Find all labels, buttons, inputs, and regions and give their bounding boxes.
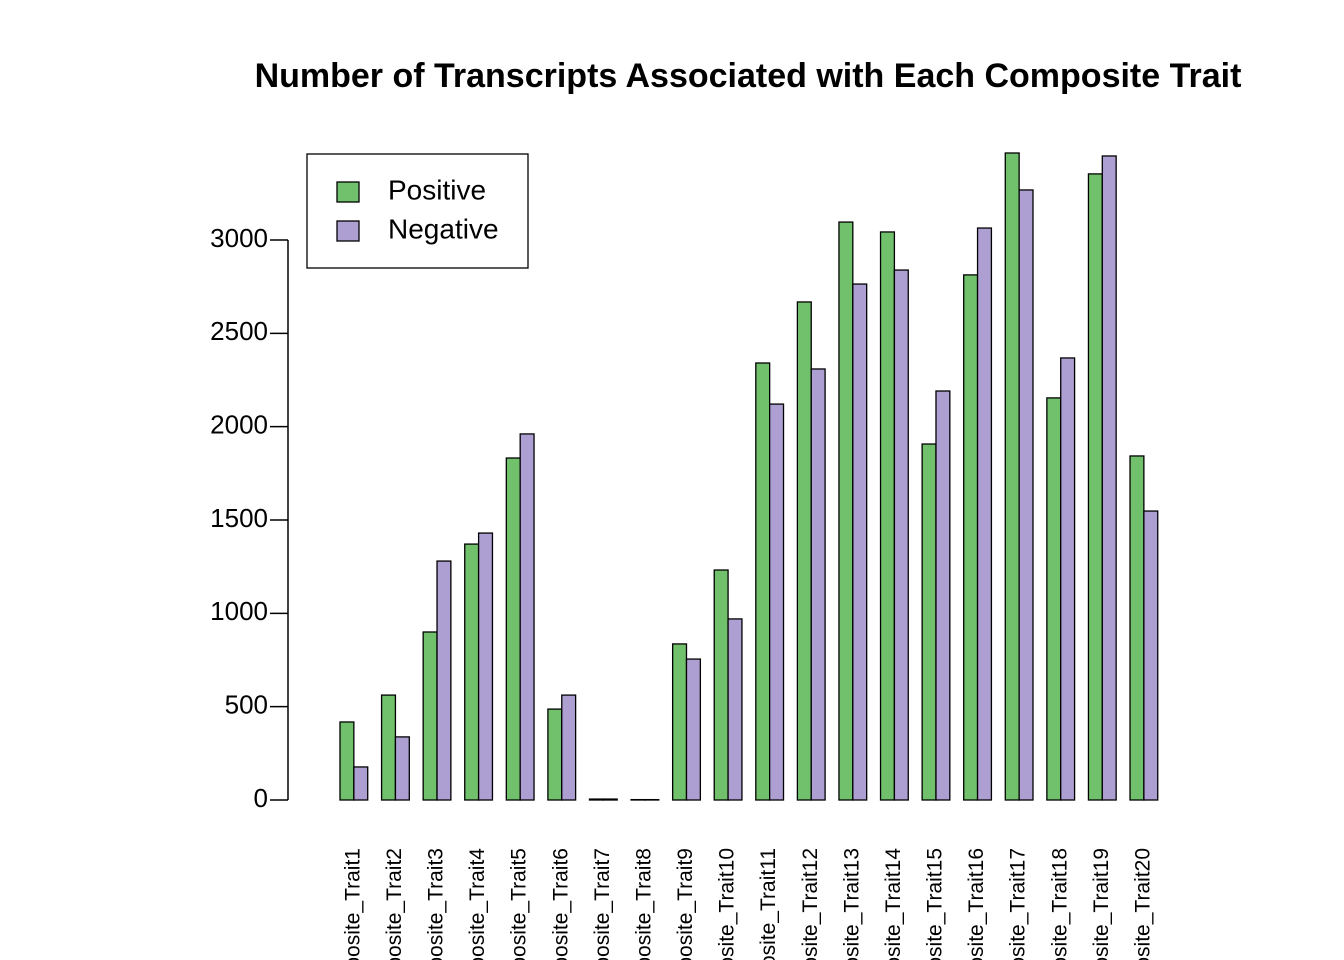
bar (1018, 189, 1034, 801)
bar (1129, 455, 1145, 801)
bar (339, 721, 355, 801)
bar (755, 362, 771, 801)
bar (713, 569, 729, 801)
bar (380, 694, 397, 801)
x-tick-label: Composite_Trait1 (341, 848, 364, 960)
bar (519, 433, 535, 801)
x-tick-label: Composite_Trait14 (882, 848, 905, 960)
x-tick-label: Composite_Trait18 (1048, 848, 1071, 960)
x-tick-label: Composite_Trait16 (965, 848, 988, 960)
x-tick-label: Composite_Trait5 (508, 848, 531, 960)
x-tick-label: Composite_Trait4 (466, 848, 489, 960)
bar (921, 443, 937, 801)
bar (852, 283, 868, 801)
bar (394, 736, 410, 801)
bar (588, 798, 604, 801)
x-tick-label: Composite_Trait2 (383, 848, 406, 960)
legend-label: Negative (388, 213, 499, 244)
chart-title: Number of Transcripts Associated with Ea… (255, 57, 1242, 95)
bar (976, 227, 993, 801)
bar (422, 631, 438, 801)
x-tick-label: Composite_Trait15 (924, 848, 947, 960)
bar (935, 390, 951, 801)
y-tick-label: 500 (225, 690, 268, 720)
legend-swatch (336, 181, 360, 203)
x-tick-label: Composite_Trait10 (716, 848, 739, 960)
bar (547, 708, 563, 801)
y-tick-label: 1000 (210, 596, 268, 626)
bar (1101, 155, 1117, 801)
y-tick-label: 2500 (210, 316, 268, 346)
x-tick-label: Composite_Trait13 (840, 848, 863, 960)
bar (1060, 357, 1076, 801)
bar (1046, 397, 1062, 801)
x-tick-label: Composite_Trait12 (799, 848, 822, 960)
legend-label: Positive (388, 174, 486, 205)
bar (727, 618, 743, 801)
bar (1087, 173, 1103, 801)
bar (561, 694, 577, 801)
bar (477, 532, 494, 801)
y-tick-label: 3000 (210, 223, 268, 253)
y-tick-label: 1500 (210, 503, 268, 533)
x-tick-label: Composite_Trait11 (757, 848, 780, 960)
bar (810, 368, 826, 801)
bar (464, 543, 480, 801)
bar (602, 798, 618, 801)
x-tick-label: Composite_Trait7 (591, 848, 614, 960)
y-tick-label: 0 (254, 783, 268, 813)
bar (685, 658, 702, 801)
bar (769, 403, 785, 801)
bar (353, 766, 369, 801)
bar (838, 221, 854, 801)
bar (671, 643, 688, 801)
legend-swatch (336, 220, 360, 242)
bar (1143, 510, 1159, 801)
bar (963, 274, 979, 801)
bar (436, 560, 452, 801)
x-tick-label: Composite_Trait3 (425, 848, 448, 960)
bar (796, 301, 812, 801)
legend-box (306, 153, 529, 269)
bar (505, 457, 521, 801)
x-tick-label: Composite_Trait17 (1007, 848, 1030, 960)
bar (879, 231, 896, 801)
y-tick-label: 2000 (210, 410, 268, 440)
x-tick-label: Composite_Trait9 (674, 848, 697, 960)
bar (1004, 152, 1020, 801)
x-tick-label: Composite_Trait19 (1090, 848, 1113, 960)
x-tick-label: Composite_Trait20 (1131, 848, 1154, 960)
x-tick-label: Composite_Trait6 (549, 848, 572, 960)
x-tick-label: Composite_Trait8 (632, 848, 655, 960)
bar (893, 269, 909, 801)
